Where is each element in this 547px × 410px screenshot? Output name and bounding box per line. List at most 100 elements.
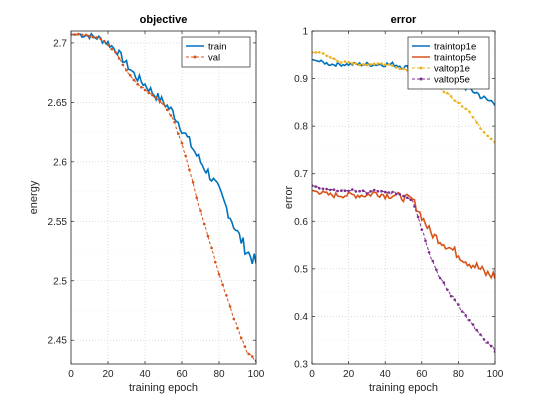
y-tick-label: 2.6 (53, 157, 67, 168)
data-point-valtop1e (398, 67, 402, 71)
data-point-valtop1e (449, 95, 453, 98)
data-point-valtop5e (340, 189, 343, 192)
data-point-valtop5e (343, 189, 347, 192)
data-point-valtop5e (347, 189, 350, 193)
data-point-valtop1e (343, 60, 347, 63)
data-point-valtop1e (394, 66, 398, 69)
data-point-valtop5e (468, 318, 471, 322)
data-point-val (158, 99, 162, 103)
data-point-valtop5e (479, 333, 482, 336)
data-point-val (99, 37, 102, 41)
data-point-val (88, 34, 91, 38)
y-tick-label: 2.65 (48, 98, 68, 109)
data-point-valtop1e (369, 63, 372, 66)
data-point-valtop5e (409, 198, 413, 202)
data-point-val (95, 36, 99, 39)
legend-label-valtop1e: valtop1e (434, 64, 470, 75)
data-point-valtop1e (479, 127, 482, 130)
data-point-val (206, 234, 210, 238)
data-point-val (106, 43, 110, 47)
data-point-valtop5e (369, 190, 372, 193)
axes-box (70, 30, 257, 365)
series-line-traintop5e (312, 189, 495, 280)
y-tick-label: 2.5 (53, 276, 67, 287)
x-tick-label: 20 (343, 369, 355, 380)
data-point-valtop1e (490, 137, 493, 141)
data-point-valtop5e (442, 281, 446, 284)
data-point-valtop5e (402, 194, 405, 198)
data-point-valtop1e (391, 64, 394, 67)
data-point-val (221, 283, 224, 287)
data-point-val (114, 50, 117, 54)
y-tick-label: 2.7 (53, 38, 67, 49)
data-point-valtop5e (318, 187, 321, 190)
data-point-valtop1e (358, 63, 361, 67)
data-point-valtop5e (336, 189, 339, 193)
data-point-valtop5e (486, 341, 490, 344)
legend-box (181, 36, 251, 68)
x-tick-label: 80 (213, 369, 225, 380)
data-point-val (195, 196, 199, 199)
legend-marker-val (193, 55, 197, 59)
data-point-valtop1e (464, 107, 468, 111)
data-point-val (247, 352, 250, 356)
data-point-valtop1e (446, 91, 449, 95)
y-tick-label: 2.45 (48, 336, 68, 347)
x-axis-label: training epoch (129, 382, 198, 394)
y-tick-label: 0.8 (294, 122, 308, 133)
legend-marker-valtop1e (419, 66, 423, 70)
data-point-valtop1e (351, 62, 354, 65)
data-point-val (125, 69, 128, 72)
data-point-valtop5e (460, 310, 464, 313)
data-point-valtop5e (372, 188, 376, 192)
data-point-val (154, 96, 158, 99)
data-point-valtop5e (471, 323, 475, 326)
y-tick-label: 0.9 (294, 74, 308, 85)
data-point-valtop1e (329, 56, 332, 59)
y-tick-label: 0.5 (294, 264, 308, 275)
data-point-valtop1e (376, 62, 380, 65)
data-point-valtop1e (380, 62, 383, 65)
data-point-valtop5e (351, 188, 354, 191)
plot-area (71, 31, 256, 364)
data-point-val (140, 86, 143, 89)
data-point-valtop5e (398, 193, 402, 196)
data-point-val (236, 326, 239, 330)
x-tick-label: 0 (68, 369, 74, 380)
data-point-valtop1e (361, 63, 365, 66)
data-point-val (243, 345, 247, 348)
data-point-valtop1e (402, 67, 405, 71)
data-point-valtop1e (336, 60, 339, 63)
data-point-val (184, 154, 187, 158)
data-point-val (210, 246, 213, 250)
data-point-valtop5e (482, 338, 486, 341)
y-tick-label: 0.4 (294, 312, 308, 323)
data-point-val (143, 88, 147, 92)
data-point-val (188, 168, 191, 171)
series-group (71, 32, 256, 363)
data-point-valtop5e (380, 189, 383, 193)
data-point-valtop5e (457, 303, 460, 306)
data-point-valtop5e (394, 192, 398, 196)
data-point-val (121, 63, 125, 67)
x-tick-label: 60 (416, 369, 428, 380)
data-point-valtop5e (383, 190, 387, 194)
data-point-valtop1e (482, 130, 486, 134)
data-point-valtop1e (457, 101, 460, 105)
data-point-val (169, 114, 173, 117)
legend-label-train: train (208, 42, 226, 53)
legend-label-valtop5e: valtop5e (434, 75, 470, 86)
data-point-valtop5e (329, 188, 332, 192)
data-point-val (117, 57, 121, 60)
chart-error: 0 20 40 60 80 100 0.3 0.4 0.5 0.6 0.7 0.8 0.9 1 error t… (283, 14, 504, 394)
data-point-val (151, 93, 154, 97)
data-point-val (177, 132, 180, 135)
data-point-valtop5e (376, 190, 380, 193)
data-point-valtop1e (383, 63, 387, 66)
data-point-val (180, 141, 184, 145)
y-axis-label: energy (28, 180, 40, 214)
data-point-val (214, 260, 217, 264)
data-point-valtop5e (354, 190, 358, 193)
